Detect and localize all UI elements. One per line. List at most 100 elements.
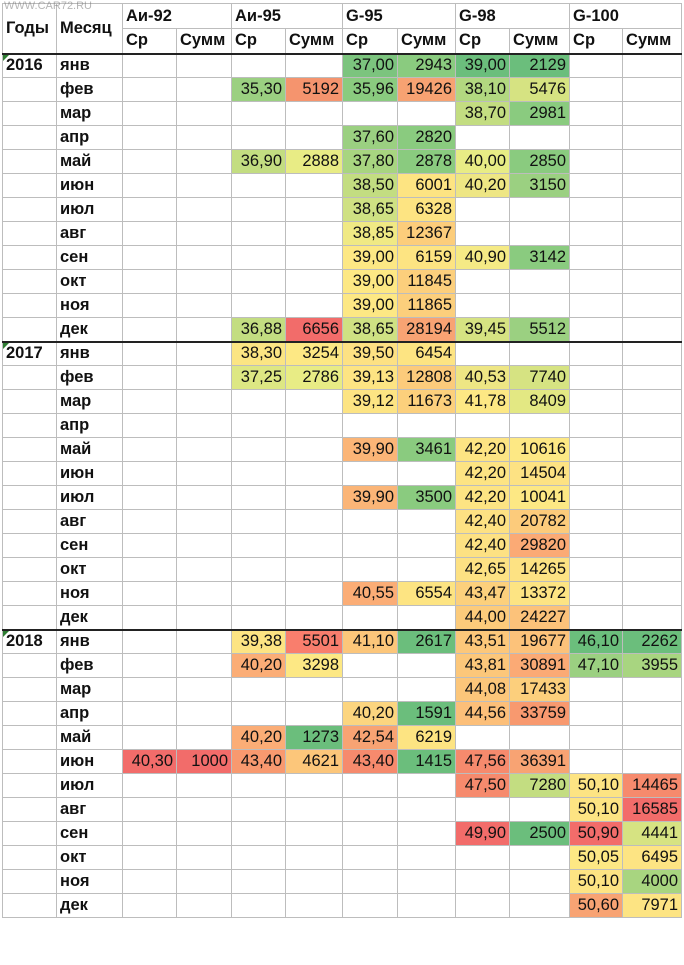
sum-cell[interactable]: [285, 293, 344, 318]
month-cell[interactable]: окт: [56, 269, 123, 294]
avg-price-cell[interactable]: [231, 293, 287, 318]
avg-price-cell[interactable]: [569, 245, 624, 270]
avg-price-cell[interactable]: 35,30: [231, 77, 287, 102]
avg-price-cell[interactable]: 43,47: [455, 581, 511, 606]
avg-price-cell[interactable]: [569, 389, 624, 414]
sum-cell[interactable]: 6001: [397, 173, 457, 198]
avg-price-cell[interactable]: [231, 389, 287, 414]
sum-cell[interactable]: [175, 52, 233, 78]
sum-cell[interactable]: 30891: [509, 653, 571, 678]
sum-cell[interactable]: [397, 797, 457, 822]
avg-price-cell[interactable]: [231, 893, 287, 918]
avg-price-cell[interactable]: 40,20: [455, 173, 511, 198]
year-cell[interactable]: 2017: [2, 340, 57, 366]
sum-cell[interactable]: [509, 221, 571, 246]
avg-price-cell[interactable]: [122, 821, 177, 846]
month-cell[interactable]: апр: [56, 413, 123, 438]
sum-cell[interactable]: [175, 245, 233, 270]
avg-price-cell[interactable]: 39,90: [342, 437, 399, 462]
avg-price-cell[interactable]: [122, 245, 177, 270]
sum-cell[interactable]: 3298: [285, 653, 344, 678]
sum-cell[interactable]: [397, 101, 457, 126]
avg-price-cell[interactable]: [569, 581, 624, 606]
month-cell[interactable]: апр: [56, 701, 123, 726]
sum-cell[interactable]: [175, 77, 233, 102]
avg-price-cell[interactable]: 35,96: [342, 77, 399, 102]
sum-cell[interactable]: 3500: [397, 485, 457, 510]
sum-cell[interactable]: [175, 269, 233, 294]
avg-price-cell[interactable]: 50,10: [569, 869, 624, 894]
sum-cell[interactable]: [397, 869, 457, 894]
avg-price-cell[interactable]: 39,12: [342, 389, 399, 414]
month-cell[interactable]: фев: [56, 653, 123, 678]
avg-price-cell[interactable]: 38,10: [455, 77, 511, 102]
sum-cell[interactable]: 3142: [509, 245, 571, 270]
sum-cell[interactable]: [285, 101, 344, 126]
year-cell[interactable]: [2, 413, 57, 438]
sum-cell[interactable]: 17433: [509, 677, 571, 702]
avg-price-cell[interactable]: [122, 461, 177, 486]
avg-price-cell[interactable]: 42,65: [455, 557, 511, 582]
sum-cell[interactable]: [285, 533, 344, 558]
month-cell[interactable]: окт: [56, 557, 123, 582]
sum-cell[interactable]: 13372: [509, 581, 571, 606]
month-cell[interactable]: июл: [56, 197, 123, 222]
fuel-header-g98[interactable]: G-98: [455, 3, 571, 29]
avg-price-cell[interactable]: [122, 725, 177, 750]
sum-cell[interactable]: [397, 413, 457, 438]
year-cell[interactable]: [2, 845, 57, 870]
avg-price-cell[interactable]: [569, 413, 624, 438]
month-cell[interactable]: мар: [56, 677, 123, 702]
sum-cell[interactable]: [622, 533, 683, 558]
sum-cell[interactable]: [622, 125, 683, 150]
avg-price-cell[interactable]: [231, 605, 287, 630]
sum-cell[interactable]: [509, 125, 571, 150]
month-cell[interactable]: янв: [56, 52, 123, 78]
sum-cell[interactable]: 2820: [397, 125, 457, 150]
avg-price-cell[interactable]: [342, 509, 399, 534]
sum-cell[interactable]: [175, 389, 233, 414]
sum-cell[interactable]: [175, 125, 233, 150]
avg-price-cell[interactable]: [122, 101, 177, 126]
year-cell[interactable]: [2, 533, 57, 558]
avg-price-cell[interactable]: [569, 485, 624, 510]
avg-price-cell[interactable]: [569, 293, 624, 318]
sum-cell[interactable]: [509, 869, 571, 894]
year-cell[interactable]: [2, 509, 57, 534]
year-cell[interactable]: [2, 797, 57, 822]
sum-cell[interactable]: [622, 245, 683, 270]
year-cell[interactable]: 2016: [2, 52, 57, 78]
sum-cell[interactable]: [397, 533, 457, 558]
avg-price-cell[interactable]: 40,00: [455, 149, 511, 174]
month-cell[interactable]: дек: [56, 605, 123, 630]
sum-cell[interactable]: [285, 125, 344, 150]
avg-price-cell[interactable]: 42,40: [455, 533, 511, 558]
avg-price-cell[interactable]: [342, 821, 399, 846]
fuel-header-g100[interactable]: G-100: [569, 3, 683, 29]
month-cell[interactable]: июн: [56, 461, 123, 486]
sum-cell[interactable]: [509, 797, 571, 822]
sum-cell[interactable]: [622, 52, 683, 78]
sum-cell[interactable]: [175, 173, 233, 198]
sum-cell[interactable]: [175, 340, 233, 366]
avg-price-cell[interactable]: [122, 221, 177, 246]
sum-cell[interactable]: [285, 173, 344, 198]
avg-price-cell[interactable]: 38,70: [455, 101, 511, 126]
sum-cell[interactable]: [509, 845, 571, 870]
sum-cell[interactable]: [622, 173, 683, 198]
year-cell[interactable]: [2, 749, 57, 774]
sum-cell[interactable]: 2786: [285, 365, 344, 390]
sum-cell[interactable]: 10041: [509, 485, 571, 510]
avg-price-cell[interactable]: [122, 893, 177, 918]
avg-price-cell[interactable]: 36,88: [231, 317, 287, 342]
avg-price-cell[interactable]: 36,90: [231, 149, 287, 174]
avg-price-cell[interactable]: [231, 701, 287, 726]
avg-price-cell[interactable]: [569, 605, 624, 630]
avg-price-cell[interactable]: [231, 461, 287, 486]
avg-price-cell[interactable]: [569, 437, 624, 462]
year-cell[interactable]: [2, 197, 57, 222]
sum-cell[interactable]: 14465: [622, 773, 683, 798]
sum-cell[interactable]: [397, 605, 457, 630]
sum-cell[interactable]: 19426: [397, 77, 457, 102]
avg-price-cell[interactable]: [122, 317, 177, 342]
